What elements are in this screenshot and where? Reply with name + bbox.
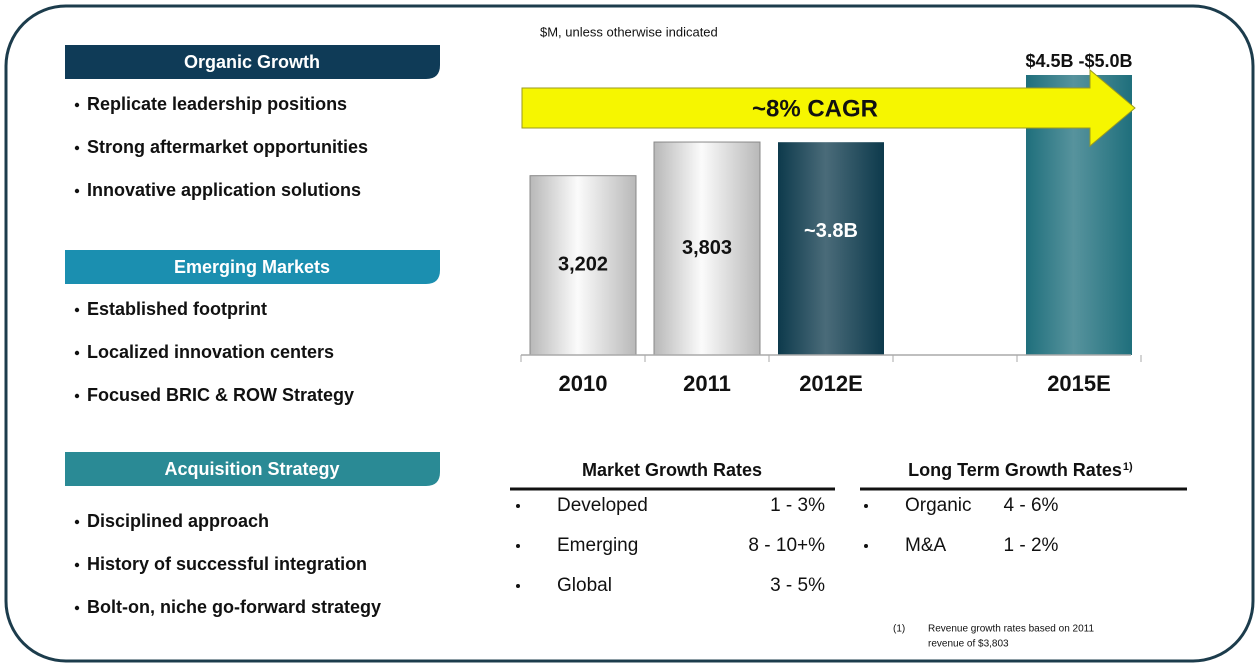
row-name: Developed	[557, 495, 648, 516]
section-header	[65, 452, 440, 486]
bullet	[74, 605, 80, 611]
cagr-arrow	[521, 68, 1136, 148]
row-name: Global	[557, 575, 612, 596]
footnote-line: Revenue growth rates based on 2011	[928, 624, 1094, 635]
section-item: Localized innovation centers	[87, 342, 334, 362]
section-title: Acquisition Strategy	[164, 459, 339, 479]
bar	[778, 142, 884, 355]
row-value: 4 - 6%	[1004, 495, 1059, 516]
value-label: 3,202	[558, 254, 608, 276]
row-value: 1 - 3%	[770, 495, 825, 516]
footnote-line: revenue of $3,803	[928, 639, 1009, 650]
bullet	[74, 393, 80, 399]
row-value: 3 - 5%	[770, 575, 825, 596]
value-label: 3,803	[682, 237, 732, 259]
section-item: Replicate leadership positions	[87, 94, 347, 114]
bullet	[516, 584, 520, 588]
bullet	[74, 102, 80, 108]
frame	[4, 4, 1255, 663]
bullet	[864, 544, 868, 548]
bar	[529, 175, 637, 356]
section-item: History of successful integration	[87, 554, 367, 574]
row-value: 8 - 10+%	[748, 535, 825, 556]
section-item: Established footprint	[87, 299, 267, 319]
bullet	[516, 504, 520, 508]
section-item: Innovative application solutions	[87, 180, 361, 200]
table-title: Market Growth Rates	[582, 460, 762, 480]
bullet	[864, 504, 868, 508]
row-name: M&A	[905, 535, 947, 556]
section-title: Organic Growth	[184, 52, 320, 72]
section-item: Focused BRIC & ROW Strategy	[87, 385, 354, 405]
section-title: Emerging Markets	[174, 257, 330, 277]
chart-subtitle: $M, unless otherwise indicated	[540, 24, 718, 39]
section-header	[65, 250, 440, 284]
bar	[653, 141, 761, 356]
bullet	[74, 188, 80, 194]
value-label: $4.5B -$5.0B	[1025, 51, 1132, 71]
bullet	[74, 145, 80, 151]
section-header	[65, 45, 440, 79]
section-item: Bolt-on, niche go-forward strategy	[87, 597, 381, 617]
x-tick-label: 2010	[559, 371, 608, 396]
footnote-marker: (1)	[893, 624, 905, 635]
x-tick-label: 2012E	[799, 371, 863, 396]
bullet	[74, 350, 80, 356]
bullet	[516, 544, 520, 548]
row-name: Emerging	[557, 535, 638, 556]
cagr-label: ~8% CAGR	[752, 95, 878, 122]
section-item: Disciplined approach	[87, 511, 269, 531]
table-title: Long Term Growth Rates	[908, 460, 1122, 480]
bullet	[74, 519, 80, 525]
value-label: ~3.8B	[804, 220, 858, 242]
x-tick-label: 2015E	[1047, 371, 1111, 396]
x-tick-label: 2011	[683, 371, 731, 396]
section-item: Strong aftermarket opportunities	[87, 137, 368, 157]
bullet	[74, 307, 80, 313]
bullet	[74, 562, 80, 568]
row-name: Organic	[905, 495, 972, 516]
row-value: 1 - 2%	[1004, 535, 1059, 556]
table-note: 1)	[1123, 461, 1133, 473]
